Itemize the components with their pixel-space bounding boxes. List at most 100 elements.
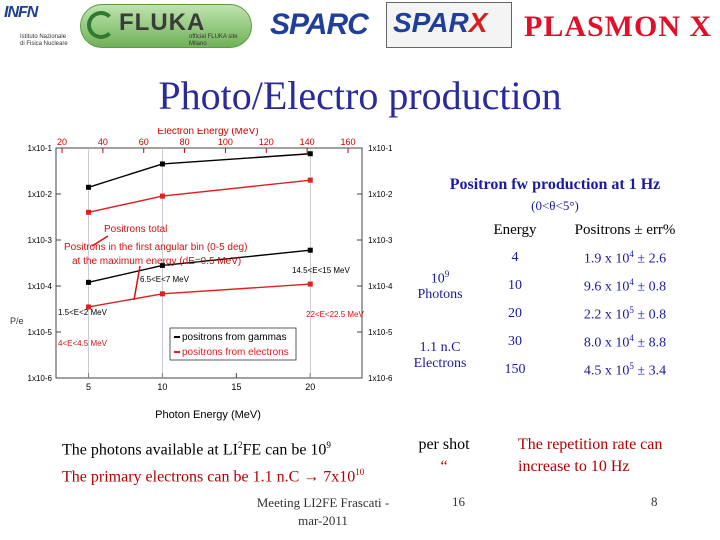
series-point: [307, 151, 313, 157]
annot-range-22: 22<E<22.5 MeV: [306, 310, 364, 319]
infn-logo-subtitle: Istituto Nazionale di Fisica Nucleare: [20, 34, 68, 47]
left-tick-label: 1x10-3: [28, 236, 53, 245]
legend-electrons-label: positrons from electrons: [182, 347, 289, 358]
row-positrons: 4.5 x 105 ± 3.4: [583, 360, 667, 379]
row-energy: 10: [508, 278, 522, 293]
left-tick-label: 1x10-2: [28, 190, 53, 199]
left-tick-label: 1x10-6: [28, 374, 53, 383]
per-shot-text: per shot “: [414, 434, 474, 478]
left-tick-label: 1x10-1: [28, 144, 53, 153]
series-point: [86, 184, 92, 190]
series-point: [159, 161, 165, 167]
footer-number: 16: [452, 494, 465, 509]
series-point: [159, 193, 165, 199]
top-axis-label: Electron Energy (MeV): [157, 128, 258, 137]
fluka-logo: FLUKA official FLUKA site Milano: [80, 4, 252, 48]
fluka-logo-text: FLUKA: [119, 9, 206, 36]
fluka-logo-subtitle: official FLUKA site Milano: [189, 34, 238, 47]
right-tick-label: 1x10-4: [368, 282, 393, 291]
series-point: [307, 247, 313, 253]
right-tick-label: 1x10-5: [368, 328, 393, 337]
annot-first-bin-2: at the maximum energy (dE=0.5 MeV): [72, 256, 241, 267]
annot-positrons-total: Positrons total: [104, 224, 167, 235]
top-tick-label: 80: [180, 137, 190, 147]
electrons-label: Electrons: [413, 356, 467, 371]
arrow-right-icon: →: [303, 468, 320, 486]
top-tick-label: 120: [259, 137, 274, 147]
left-tick-label: 1x10-4: [28, 282, 53, 291]
table-row: 1.1 n.C Electrons 30 8.0 x 104 ± 8.8: [400, 328, 700, 371]
annot-arrow-total: [91, 235, 109, 247]
bottom-axis-label: Photon Energy (MeV): [155, 409, 261, 421]
top-tick-labels: 20 40 60 80 100 120 140 160: [57, 137, 356, 153]
top-tick-label: 160: [340, 137, 355, 147]
left-tick-label: 1x10-5: [28, 328, 53, 337]
annot-range-1-2: 1.5<E<2 MeV: [58, 308, 108, 317]
series-point: [307, 177, 313, 183]
annot-first-bin-1: Positrons in the first angular bin (0-5 …: [64, 242, 247, 253]
infn-logo-text: INFN: [4, 4, 38, 21]
right-tick-label: 1x10-1: [368, 144, 393, 153]
series-point: [159, 262, 165, 268]
header-empty: [400, 216, 480, 244]
positron-table: Energy Positrons ± err% 109 Photons 4 1.…: [400, 216, 700, 384]
bottom-tick-label: 5: [86, 382, 91, 392]
top-tick-label: 40: [98, 137, 108, 147]
row-energy: 150: [504, 362, 526, 377]
photons-group-label: 109 Photons: [400, 244, 480, 328]
right-tick-label: 1x10-2: [368, 190, 393, 199]
top-tick-label: 60: [139, 137, 149, 147]
series-layer: [86, 148, 313, 378]
electrons-group-label: 1.1 n.C Electrons: [400, 328, 480, 384]
positron-table-subtitle: (0<θ<5°): [531, 198, 579, 213]
top-tick-label: 20: [57, 137, 67, 147]
header-energy: Energy: [493, 221, 537, 238]
legend-gammas-label: positrons from gammas: [182, 332, 286, 343]
row-energy: 30: [508, 334, 522, 349]
row-positrons: 8.0 x 104 ± 8.8: [583, 332, 667, 351]
row-positrons: 1.9 x 104 ± 2.6: [583, 248, 667, 267]
top-tick-label: 140: [300, 137, 315, 147]
electrons-charge: 1.1 n.C: [419, 340, 461, 355]
right-tick-labels: 1x10-1 1x10-2 1x10-3 1x10-4 1x10-5 1x10-6: [357, 144, 393, 383]
annot-range-4: 4<E<4.5 MeV: [58, 339, 108, 348]
series-point: [307, 281, 313, 287]
infn-logo: INFN Istituto Nazionale di Fisica Nuclea…: [4, 4, 68, 50]
series-point: [159, 291, 165, 297]
row-positrons: 9.6 x 104 ± 0.8: [583, 276, 667, 295]
left-axis-label: P/e: [10, 316, 24, 326]
series-point: [86, 209, 92, 215]
bottom-tick-label: 20: [305, 382, 315, 392]
top-tick-label: 100: [218, 137, 233, 147]
per-shot-label: per shot: [418, 436, 470, 453]
series-point: [86, 304, 92, 310]
positron-plot: Electron Energy (MeV) 20 40 60 80 100 120 140 1…: [10, 128, 393, 421]
photons-count: 10: [430, 271, 445, 287]
photons-label: Photons: [417, 287, 463, 303]
annot-range-6-7: 6.5<E<7 MeV: [140, 275, 190, 284]
electrons-available-line: The primary electrons can be 1.1 n.C → 7…: [62, 467, 365, 486]
table-row: 20 2.2 x 105 ± 0.8: [400, 300, 700, 328]
row-positrons: 2.2 x 105 ± 0.8: [583, 304, 667, 323]
plasmon-logo: PLASMON X: [524, 10, 713, 43]
sparc-logo: SPARC: [264, 6, 374, 44]
photons-available-line: The photons available at LI2FE can be 10…: [62, 440, 331, 459]
table-row: 10 9.6 x 104 ± 0.8: [400, 272, 700, 300]
left-tick-labels: 1x10-1 1x10-2 1x10-3 1x10-4 1x10-5 1x10-6: [28, 144, 61, 383]
row-energy: 20: [508, 306, 522, 321]
annot-range-14-15: 14.5<E<15 MeV: [292, 266, 350, 275]
annot-arrow-bin: [133, 265, 141, 301]
series-line: [88, 283, 311, 308]
bottom-tick-label: 15: [231, 382, 241, 392]
sparx-logo-x: X: [468, 7, 488, 38]
per-shot-ditto: “: [440, 458, 448, 475]
right-tick-label: 1x10-3: [368, 236, 393, 245]
row-energy: 4: [511, 250, 519, 265]
bottom-tick-labels: 5 10 15 20: [86, 373, 315, 392]
fluka-swirl-icon: [87, 11, 115, 39]
sparx-logo: SPARX: [386, 2, 512, 48]
series-point: [86, 279, 92, 285]
plot-frame: [55, 147, 363, 379]
page-title: Photo/Electro production: [158, 73, 562, 118]
availability-text: The photons available at LI2FE can be 10…: [62, 434, 364, 489]
